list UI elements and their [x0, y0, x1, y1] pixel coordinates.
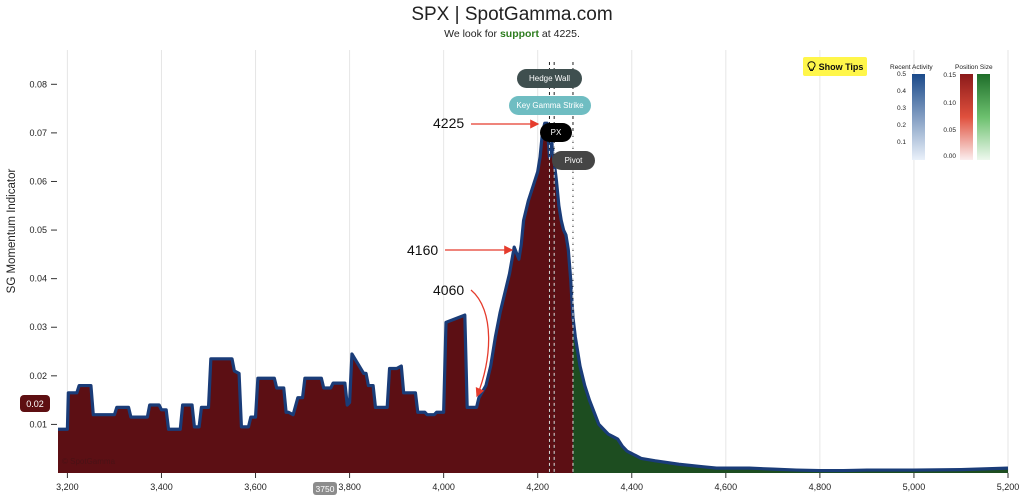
key-gamma-strike-marker[interactable]: Key Gamma Strike	[509, 96, 591, 115]
annotation-4160: 4160	[407, 242, 439, 258]
position-tick-2: 0.10	[943, 100, 956, 107]
show-tips-button[interactable]: Show Tips	[803, 57, 867, 76]
show-tips-label: Show Tips	[818, 61, 864, 72]
x-tick-label: 3,800	[338, 482, 361, 492]
watermark: © SpotGamma	[62, 457, 116, 466]
y-tick-label: 0.03	[29, 322, 47, 332]
annotation-4225: 4225	[433, 115, 465, 131]
y-tick-label: 0.02	[29, 371, 47, 381]
x-tick-label: 4,800	[809, 482, 832, 492]
position-tick-1: 0.15	[943, 72, 956, 79]
x-tick-label: 4,600	[715, 482, 738, 492]
x-axis: 3,200 3,400 3,600 3,800 4,000 4,200 4,400 4,600…	[56, 473, 1019, 492]
y-axis: 0.01 0.02 0.03 0.04 0.05 0.06 0.07 0.08	[29, 79, 57, 429]
x-tick-label: 5,000	[903, 482, 926, 492]
y-tick-label: 0.04	[29, 274, 47, 284]
arrow-4060	[470, 289, 490, 398]
recent-tick-1: 0.5	[896, 71, 906, 78]
pivot-marker[interactable]: Pivot	[552, 151, 595, 170]
y-tick-label: 0.06	[29, 176, 47, 186]
y-tick-label: 0.05	[29, 225, 47, 235]
recent-tick-5: 0.1	[896, 139, 906, 146]
x-tick-label: 4,000	[432, 482, 455, 492]
recent-tick-2: 0.4	[896, 88, 906, 95]
annotation-arrows	[445, 119, 540, 398]
recent-tick-3: 0.3	[896, 105, 906, 112]
x-tick-label: 5,200	[997, 482, 1020, 492]
chart-areas	[58, 121, 1009, 473]
y-value-badge: 0.02	[20, 395, 50, 412]
recent-activity-title: Recent Activity	[890, 64, 933, 71]
subtitle-prefix: We look for	[444, 28, 500, 40]
subtitle-highlight: support	[499, 28, 540, 40]
x-tick-label: 4,200	[526, 482, 549, 492]
recent-tick-4: 0.2	[896, 122, 906, 129]
y-tick-label: 0.01	[29, 419, 47, 429]
y-tick-label: 0.07	[29, 128, 47, 138]
position-tick-3: 0.05	[943, 127, 956, 134]
put-area	[58, 123, 573, 473]
marker-lines	[548, 62, 574, 473]
x-tick-label: 3,600	[244, 482, 267, 492]
y-tick-label: 0.08	[29, 79, 47, 89]
position-size-title: Position Size	[955, 64, 993, 71]
subtitle-suffix: at 4225.	[539, 28, 580, 40]
px-marker[interactable]: PX	[540, 123, 572, 142]
x-slider-badge[interactable]: 3750	[313, 482, 337, 495]
annotation-4060: 4060	[433, 282, 465, 298]
chart-subtitle: We look for support at 4225.	[0, 28, 1024, 40]
momentum-line	[58, 121, 1009, 473]
call-area	[572, 317, 1008, 473]
x-tick-label: 3,200	[56, 482, 79, 492]
lightbulb-icon	[806, 61, 816, 71]
x-tick-label: 4,400	[620, 482, 643, 492]
hedge-wall-marker[interactable]: Hedge Wall	[517, 69, 582, 88]
chart-title: SPX | SpotGamma.com	[411, 4, 613, 25]
position-tick-4: 0.00	[943, 153, 956, 160]
x-tick-label: 3,400	[150, 482, 173, 492]
